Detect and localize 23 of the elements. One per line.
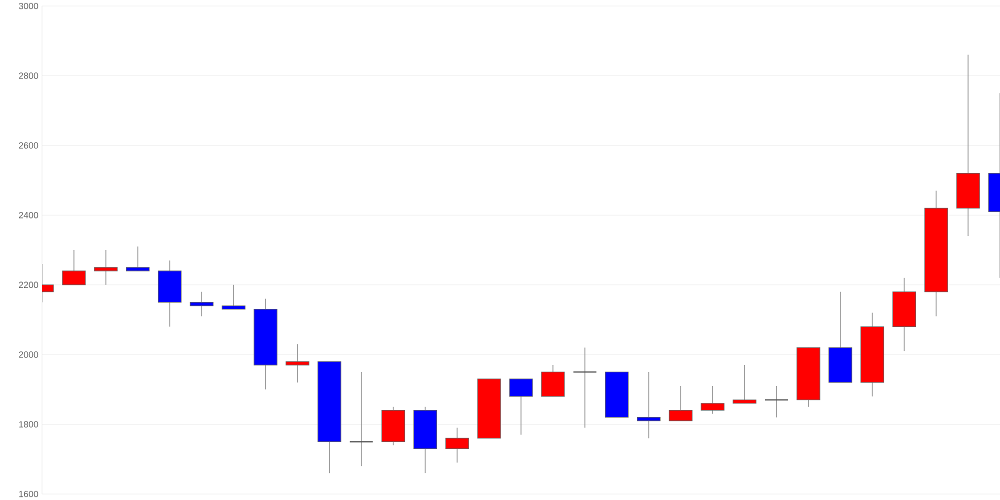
candlestick — [572, 347, 597, 428]
y-tick-label: 3000 — [18, 2, 38, 10]
candlestick — [222, 284, 246, 310]
y-tick-label: 1800 — [19, 421, 38, 428]
candlestick — [445, 427, 469, 464]
candlestick — [636, 372, 661, 439]
candlestick — [349, 372, 374, 467]
candlestick — [764, 386, 789, 418]
y-tick-label: 2000 — [18, 351, 38, 358]
candlestick — [286, 344, 310, 383]
y-tick-label: 2400 — [18, 212, 38, 218]
candlestick — [668, 386, 692, 422]
candlestick — [700, 386, 724, 414]
candlestick — [190, 291, 214, 317]
y-tick-label: 2600 — [18, 142, 38, 149]
y-tick-label: 2200 — [18, 282, 38, 288]
candlestick — [126, 246, 150, 272]
candlestick — [62, 250, 86, 286]
candlestick — [732, 364, 756, 404]
candlestick — [509, 378, 533, 436]
candlestick — [94, 250, 118, 286]
y-tick-label: 1600 — [19, 490, 38, 498]
y-tick-label: 2800 — [18, 72, 38, 79]
